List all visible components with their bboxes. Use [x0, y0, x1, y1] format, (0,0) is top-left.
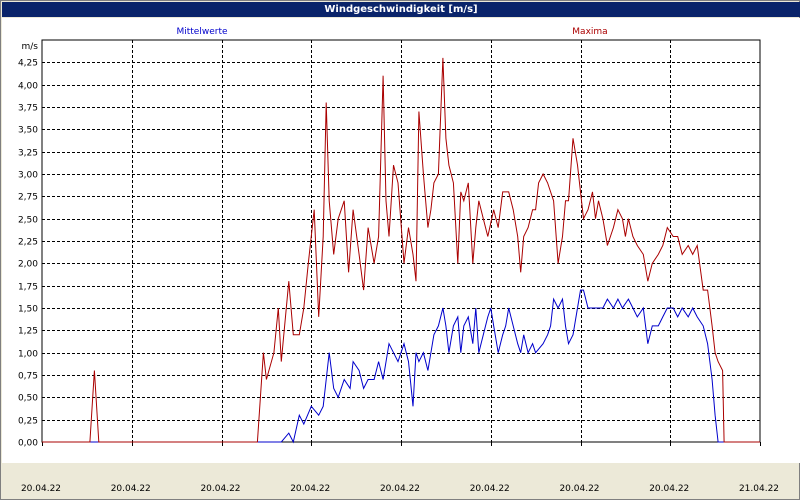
- y-axis-label: m/s: [22, 42, 39, 52]
- wind-speed-chart: 0,00 0,25 0,50 0,75 1,00 1,25 1,50 1,75 2,00 2,25…: [18, 27, 773, 480]
- y-tick-label: 2,50: [18, 216, 38, 226]
- y-tick-label: 2,25: [18, 238, 38, 248]
- y-tick-label: 4,25: [18, 59, 38, 69]
- x-tick-date: 20.04.22: [559, 484, 600, 494]
- series-line-maxima: [42, 57, 760, 443]
- y-tick-label: 4,00: [18, 82, 38, 92]
- y-tick-label: 0,25: [18, 417, 38, 427]
- y-tick-label: 1,25: [18, 327, 38, 337]
- x-tick-date: 21.04.22: [738, 484, 780, 494]
- y-tick-label: 1,50: [18, 305, 38, 315]
- x-tick-date: 20.04.22: [110, 484, 151, 494]
- plot-area: 0,00 0,25 0,50 0,75 1,00 1,25 1,50 1,75 2,00 2,25…: [2, 18, 800, 480]
- y-tick-label: 3,00: [18, 171, 38, 181]
- x-tick-date: 20.04.22: [20, 484, 62, 494]
- chart-title: Windgeschwindigkeit [m/s]: [2, 2, 800, 17]
- x-tick-date: 20.04.22: [469, 484, 510, 494]
- x-tick-date: 20.04.22: [379, 484, 421, 494]
- x-tick-date: 20.04.22: [200, 484, 241, 494]
- x-tick-date: 20.04.22: [649, 484, 690, 494]
- y-tick-label: 3,25: [18, 149, 38, 159]
- x-tick-date: 20.04.22: [290, 484, 331, 494]
- y-tick-label: 0,50: [18, 394, 38, 404]
- legend-mittelwerte: Mittelwerte: [176, 27, 227, 37]
- y-tick-label: 3,75: [18, 104, 38, 114]
- y-tick-label: 0,75: [18, 372, 38, 382]
- y-tick-label: 1,75: [18, 283, 38, 293]
- y-tick-label: 2,75: [18, 193, 38, 203]
- y-tick-label: 0,00: [18, 439, 38, 449]
- y-tick-label: 3,50: [18, 126, 38, 136]
- series-line-mittelwerte: [42, 289, 760, 444]
- y-tick-label: 2,00: [18, 260, 38, 270]
- y-tick-label: 1,00: [18, 350, 38, 360]
- legend-maxima: Maxima: [572, 27, 607, 37]
